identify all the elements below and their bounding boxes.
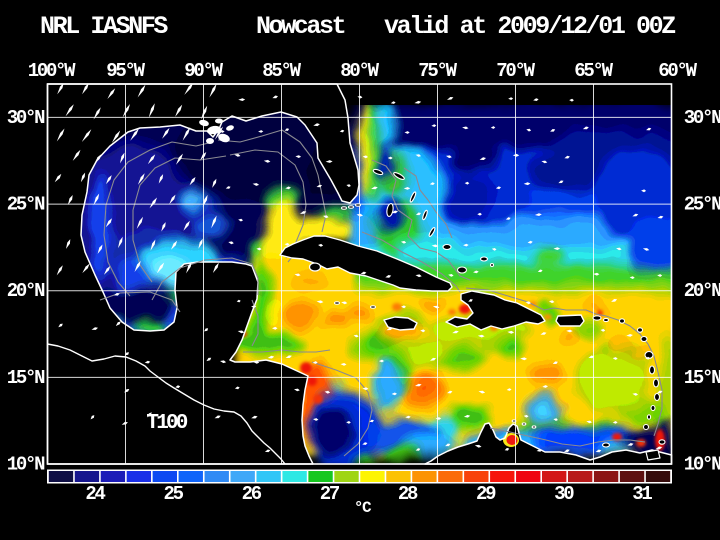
svg-text:30°N: 30°N (684, 107, 720, 129)
svg-text:30°N: 30°N (7, 107, 45, 129)
svg-text:20°N: 20°N (684, 280, 720, 302)
svg-text:30: 30 (554, 483, 574, 505)
svg-text:20°N: 20°N (7, 280, 45, 302)
svg-text:°C: °C (354, 499, 372, 517)
svg-text:28: 28 (398, 483, 418, 505)
svg-text:NRL IASNFS: NRL IASNFS (40, 12, 168, 41)
svg-text:27: 27 (320, 483, 340, 505)
svg-text:100°W: 100°W (28, 60, 76, 82)
svg-text:10°N: 10°N (684, 454, 720, 476)
svg-text:15°N: 15°N (7, 367, 45, 389)
svg-text:25°N: 25°N (7, 194, 45, 216)
svg-text:T100: T100 (146, 412, 187, 435)
svg-text:85°W: 85°W (262, 60, 301, 82)
svg-text:Nowcast: Nowcast (256, 12, 345, 41)
svg-text:95°W: 95°W (106, 60, 145, 82)
svg-text:90°W: 90°W (184, 60, 223, 82)
svg-text:31: 31 (632, 483, 652, 505)
svg-text:25°N: 25°N (684, 194, 720, 216)
svg-text:25: 25 (164, 483, 184, 505)
svg-text:24: 24 (85, 483, 105, 505)
svg-text:26: 26 (242, 483, 262, 505)
svg-text:60°W: 60°W (658, 60, 697, 82)
svg-text:70°W: 70°W (496, 60, 535, 82)
svg-text:65°W: 65°W (574, 60, 613, 82)
svg-text:80°W: 80°W (340, 60, 379, 82)
svg-text:29: 29 (476, 483, 496, 505)
svg-text:valid at 2009/12/01 00Z: valid at 2009/12/01 00Z (384, 12, 675, 41)
svg-text:75°W: 75°W (418, 60, 457, 82)
svg-text:10°N: 10°N (7, 454, 45, 476)
svg-text:15°N: 15°N (684, 367, 720, 389)
